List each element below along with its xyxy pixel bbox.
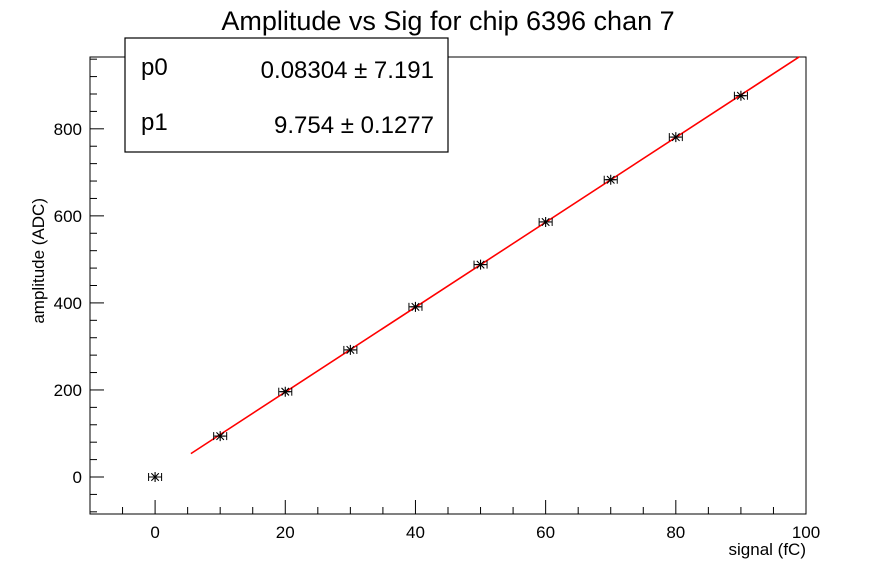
data-point [150,472,161,483]
stats-row-p1-value: 9.754 ± 0.1277 [274,112,434,139]
data-point [410,301,421,312]
data-point [280,386,291,397]
fit-line [190,56,800,455]
x-tick-label: 40 [406,523,425,542]
x-axis-label: signal (fC) [729,540,806,559]
data-point [605,174,616,185]
x-tick-label: 20 [276,523,295,542]
stats-row-p0-name: p0 [141,54,168,81]
y-axis-label: amplitude (ADC) [29,198,48,324]
data-point [475,259,486,270]
y-tick-label: 800 [54,120,82,139]
y-tick-label: 0 [73,468,82,487]
x-tick-label: 80 [666,523,685,542]
x-tick-label: 0 [150,523,159,542]
data-point [540,216,551,227]
chart-title: Amplitude vs Sig for chip 6396 chan 7 [221,6,674,36]
y-tick-label: 200 [54,381,82,400]
stats-row-p0-value: 0.08304 ± 7.191 [261,57,434,84]
stats-box-frame [124,37,449,153]
x-tick-label: 60 [536,523,555,542]
plot-area: 0 20 40 60 80 100 0 200 400 600 800 [54,56,820,542]
data-point [215,431,226,442]
data-point [670,132,681,143]
data-point [345,344,356,355]
stats-box: p0 0.08304 ± 7.191 p1 9.754 ± 0.1277 [124,37,449,153]
data-point [735,90,746,101]
y-tick-label: 400 [54,294,82,313]
stats-row-p1-name: p1 [141,109,168,136]
y-tick-label: 600 [54,207,82,226]
x-tick-label: 100 [792,523,820,542]
